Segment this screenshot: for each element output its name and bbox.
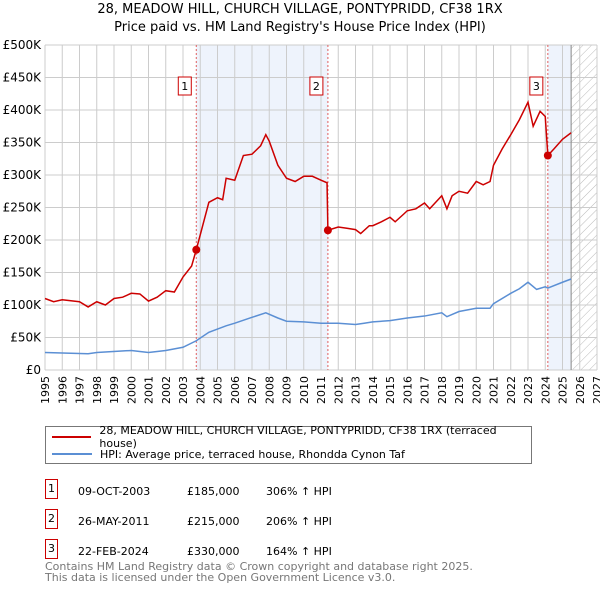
- y-tick-label: £350K: [3, 136, 43, 150]
- x-tick-label: 1998: [91, 376, 104, 404]
- sale-price: £185,000: [187, 485, 240, 498]
- x-tick-label: 2011: [315, 376, 328, 404]
- x-tick-label: 2017: [419, 376, 432, 404]
- x-tick-label: 2003: [177, 376, 190, 404]
- sale-hpi: 306% ↑ HPI: [266, 485, 332, 498]
- x-tick-label: 2001: [143, 376, 156, 404]
- x-tick-label: 2022: [505, 376, 518, 404]
- x-tick-label: 2027: [591, 376, 600, 404]
- y-tick-label: £150K: [3, 266, 43, 280]
- x-tick-label: 2016: [401, 376, 414, 404]
- y-tick-label: £50K: [10, 331, 42, 345]
- x-tick-label: 2002: [160, 376, 173, 404]
- y-tick-label: £100K: [3, 298, 43, 312]
- sale-point: [323, 226, 332, 235]
- legend: 28, MEADOW HILL, CHURCH VILLAGE, PONTYPR…: [45, 424, 532, 464]
- x-tick-label: 2014: [367, 376, 380, 404]
- footer-copyright: Contains HM Land Registry data © Crown c…: [45, 560, 473, 573]
- sale-price: £330,000: [187, 545, 240, 558]
- x-tick-label: 2005: [212, 376, 225, 404]
- sale-date: 26-MAY-2011: [78, 515, 150, 528]
- sale-label: 1: [181, 80, 188, 93]
- x-tick-label: 2010: [298, 376, 311, 404]
- x-tick-label: 2023: [522, 376, 535, 404]
- legend-blue-line: [52, 453, 92, 455]
- x-tick-label: 2012: [332, 376, 345, 404]
- y-tick-label: £400K: [3, 103, 43, 117]
- plot-area: 1995 1996 1997 1998 1999 2000 2001 2002 2003 2004…: [3, 38, 600, 404]
- x-tick-label: 2006: [229, 376, 242, 404]
- sale-hpi: 164% ↑ HPI: [266, 545, 332, 558]
- sale-point: [192, 245, 201, 254]
- hpi-line: [44, 278, 572, 355]
- sale-price: £215,000: [187, 515, 240, 528]
- sale-label: 3: [533, 80, 540, 93]
- y-tick-label: £450K: [3, 71, 43, 85]
- y-tick-label: £200K: [3, 233, 43, 247]
- x-tick-label: 2008: [263, 376, 276, 404]
- sale-label-box: [177, 76, 192, 96]
- chart-subtitle: Price paid vs. HM Land Registry's House …: [114, 20, 486, 35]
- sale-label-box: [529, 76, 544, 96]
- chart-title: 28, MEADOW HILL, CHURCH VILLAGE, PONTYPR…: [97, 2, 503, 17]
- x-tick-label: 1996: [56, 376, 69, 404]
- sale-hpi: 206% ↑ HPI: [266, 515, 332, 528]
- y-tick-label: £300K: [3, 168, 43, 182]
- x-tick-label: 2024: [539, 376, 552, 404]
- x-tick-label: 2018: [436, 376, 449, 404]
- x-tick-label: 2009: [281, 376, 294, 404]
- x-tick-label: 2026: [574, 376, 587, 404]
- x-tick-label: 2025: [557, 376, 570, 404]
- x-tick-label: 2020: [470, 376, 483, 404]
- x-tick-label: 2019: [453, 376, 466, 404]
- x-tick-label: 2013: [350, 376, 363, 404]
- sale-date: 09-OCT-2003: [78, 485, 151, 498]
- sale-label-box: [309, 76, 324, 96]
- x-tick-label: 2021: [488, 376, 501, 404]
- x-tick-label: 1995: [39, 376, 52, 404]
- x-tick-label: 2007: [246, 376, 259, 404]
- legend-red-line: [52, 436, 92, 438]
- sale-point: [543, 151, 552, 160]
- y-tick-label: £250K: [3, 201, 43, 215]
- sale-badge: 1: [45, 479, 58, 499]
- footer-licence: This data is licensed under the Open Gov…: [45, 571, 396, 584]
- price-paid-line: [44, 99, 572, 308]
- x-tick-label: 2015: [384, 376, 397, 404]
- x-tick-label: 1999: [108, 376, 121, 404]
- x-tick-label: 2000: [125, 376, 138, 404]
- legend-label-property: 28, MEADOW HILL, CHURCH VILLAGE, PONTYPR…: [99, 424, 497, 450]
- y-tick-label: £500K: [3, 38, 43, 52]
- sale-label: 2: [313, 80, 320, 93]
- legend-label-hpi: HPI: Average price, terraced house, Rhon…: [100, 447, 405, 461]
- sale-date: 22-FEB-2024: [78, 545, 149, 558]
- x-tick-label: 1997: [74, 376, 87, 404]
- x-tick-label: 2004: [194, 376, 207, 404]
- sale-badge: 2: [45, 509, 58, 529]
- y-tick-label: £0: [26, 363, 41, 377]
- sale-badge: 3: [45, 539, 58, 559]
